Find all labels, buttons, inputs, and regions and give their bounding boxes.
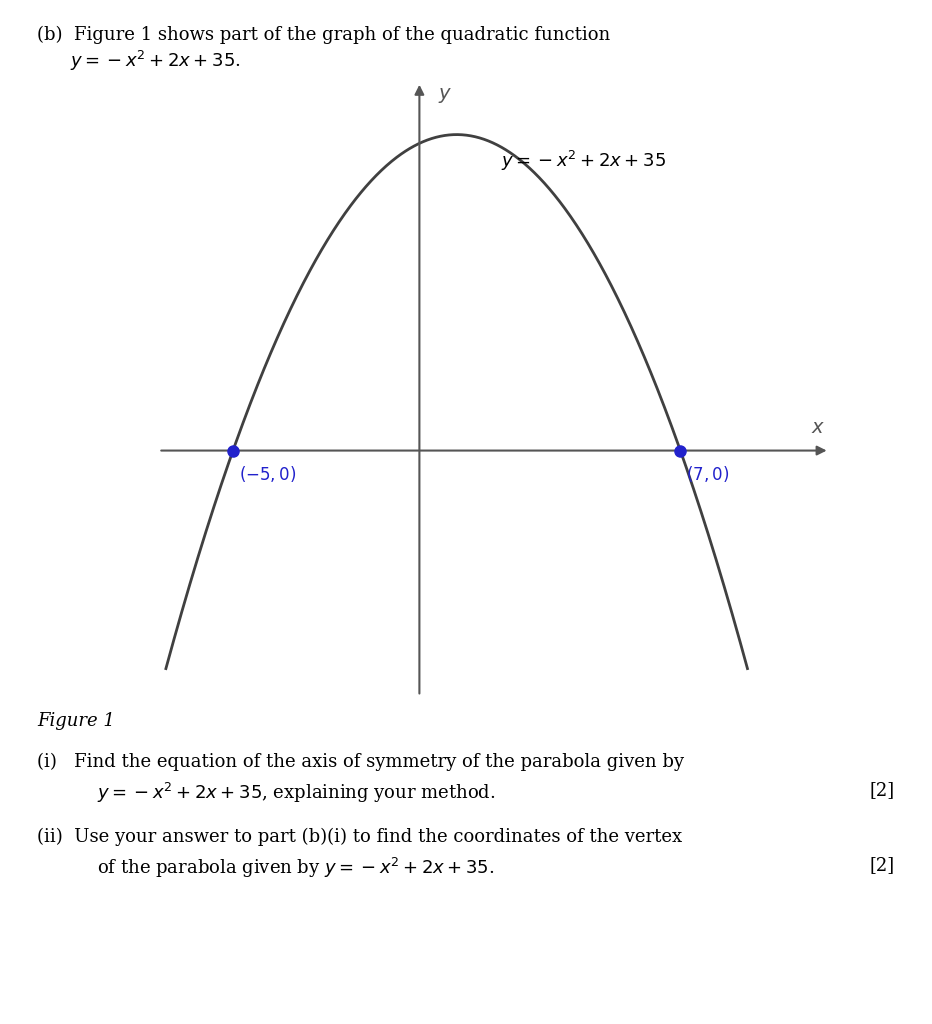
Text: Figure 1: Figure 1 xyxy=(37,712,116,730)
Text: [2]: [2] xyxy=(870,781,895,800)
Text: (i)   Find the equation of the axis of symmetry of the parabola given by: (i) Find the equation of the axis of sym… xyxy=(37,753,684,771)
Text: $y$: $y$ xyxy=(438,86,452,105)
Text: [2]: [2] xyxy=(870,856,895,874)
Text: of the parabola given by $y = -x^2 + 2x + 35$.: of the parabola given by $y = -x^2 + 2x … xyxy=(97,856,495,881)
Text: (ii)  Use your answer to part (b)(i) to find the coordinates of the vertex: (ii) Use your answer to part (b)(i) to f… xyxy=(37,827,682,846)
Text: $(-5, 0)$: $(-5, 0)$ xyxy=(239,464,295,483)
Text: $y = -x^2 + 2x + 35$.: $y = -x^2 + 2x + 35$. xyxy=(70,49,240,74)
Text: $(7, 0)$: $(7, 0)$ xyxy=(686,464,729,483)
Text: $x$: $x$ xyxy=(811,420,826,437)
Text: (b)  Figure 1 shows part of the graph of the quadratic function: (b) Figure 1 shows part of the graph of … xyxy=(37,26,610,44)
Text: $y = -x^2 + 2x + 35$, explaining your method.: $y = -x^2 + 2x + 35$, explaining your me… xyxy=(97,781,496,806)
Text: $y = -x^2 + 2x + 35$: $y = -x^2 + 2x + 35$ xyxy=(501,148,666,173)
